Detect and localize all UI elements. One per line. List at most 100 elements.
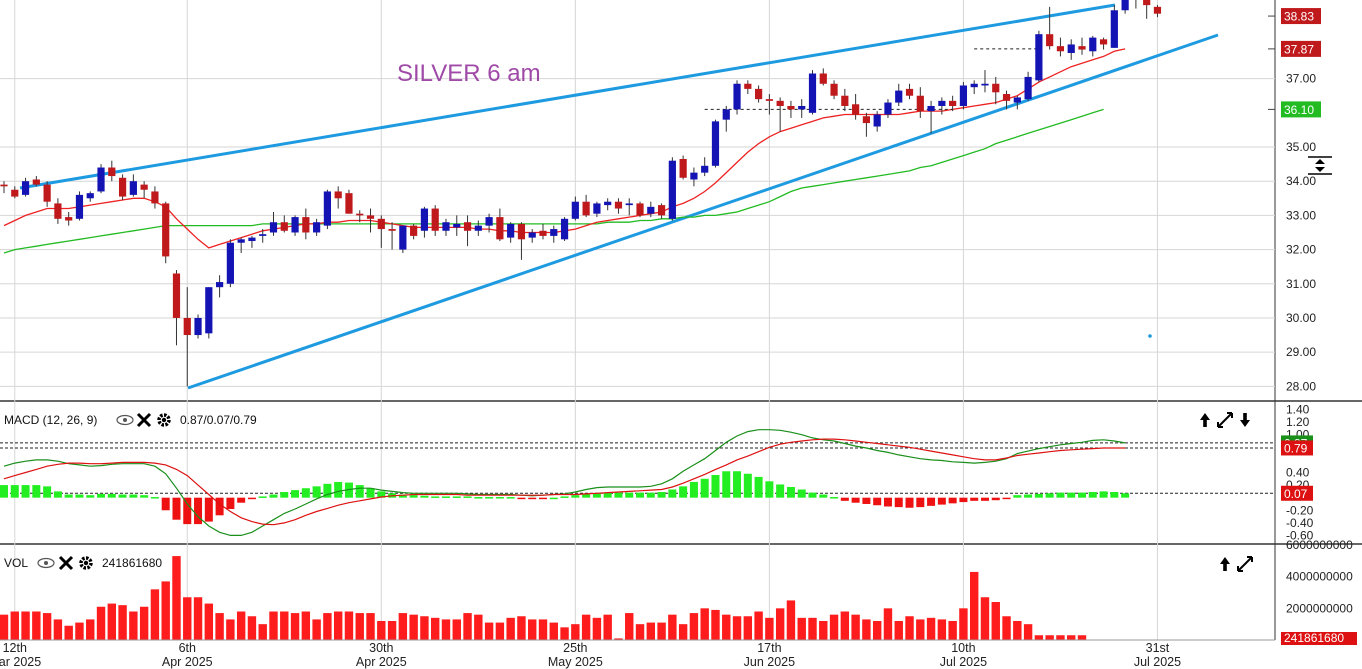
eye-icon[interactable]	[116, 414, 134, 426]
macd-histogram-bar	[75, 494, 84, 498]
volume-axis: 6000000000 4000000000 2000000000 241861680	[1281, 538, 1357, 645]
eye-icon[interactable]	[37, 557, 55, 569]
volume-bar	[290, 613, 300, 640]
volume-bar	[603, 614, 612, 640]
candle-up	[507, 223, 515, 238]
candle-up	[981, 83, 989, 86]
candle-up	[701, 165, 709, 173]
macd-histogram-bar	[150, 497, 159, 499]
volume-bar	[96, 606, 106, 640]
move-up-icon[interactable]	[1220, 557, 1230, 571]
gear-icon[interactable]	[79, 556, 93, 570]
expand-icon[interactable]	[1217, 412, 1233, 428]
macd-histogram-bar	[312, 486, 321, 498]
volume-bar	[21, 611, 30, 640]
time-tick-month: Mar 2025	[0, 655, 41, 669]
time-tick-day: 31st	[1146, 641, 1170, 655]
volume-badge-label: 241861680	[1284, 631, 1344, 645]
volume-bar	[183, 597, 192, 640]
macd-histogram-bar	[894, 497, 903, 508]
volume-bar	[280, 611, 289, 640]
scale-handle-icon[interactable]	[1308, 156, 1332, 175]
time-tick-day: 10th	[951, 641, 975, 655]
candle-down	[1046, 34, 1054, 47]
volume-bar	[711, 609, 720, 640]
macd-histogram-bar	[539, 497, 547, 500]
candle-up	[313, 222, 321, 233]
price-tick-label: 30.00	[1286, 311, 1316, 325]
gear-icon[interactable]	[157, 413, 171, 427]
macd-histogram-bar	[549, 497, 558, 500]
macd-histogram-bar	[452, 496, 461, 498]
move-up-icon[interactable]	[1200, 413, 1210, 427]
macd-histogram-bar	[883, 497, 892, 507]
candle-up	[550, 229, 558, 236]
macd-histogram-bar	[786, 486, 795, 498]
time-tick-day: 17th	[757, 641, 781, 655]
volume-bars	[0, 556, 1275, 641]
candle-up	[485, 217, 493, 226]
volume-bar	[484, 622, 494, 640]
macd-histogram-bar	[873, 497, 882, 506]
candle-up	[226, 242, 234, 284]
volume-readout: 241861680	[102, 556, 162, 570]
macd-header: MACD (12, 26, 9) 0.87/0.07/0.79	[4, 412, 1250, 428]
volume-bar	[754, 611, 763, 640]
candle-down	[410, 225, 418, 236]
macd-histogram-bar	[86, 495, 95, 498]
trendlines[interactable]	[19, 3, 1219, 390]
candle-down	[852, 104, 860, 115]
volume-bar	[1056, 635, 1065, 640]
volume-bar	[344, 611, 354, 640]
macd-histogram-bar	[291, 490, 300, 498]
time-tick-month: Jun 2025	[744, 655, 795, 669]
volume-bar	[517, 616, 526, 640]
volume-bar	[172, 556, 181, 640]
candle-down	[755, 88, 763, 100]
volume-bar	[431, 617, 440, 640]
volume-tick-label: 6000000000	[1286, 538, 1353, 552]
candle-down	[43, 184, 51, 202]
volume-bar	[775, 608, 785, 640]
upper-trendline[interactable]	[19, 3, 1116, 190]
volume-bar	[743, 616, 753, 640]
expand-icon[interactable]	[1237, 556, 1253, 572]
candle-up	[237, 239, 245, 243]
price-tick-label: 28.00	[1286, 379, 1316, 393]
close-icon[interactable]	[136, 412, 152, 428]
price-tick-label: 34.00	[1286, 174, 1316, 188]
candle-down	[1002, 94, 1011, 101]
macd-histogram-bar	[700, 478, 709, 498]
close-icon[interactable]	[58, 555, 74, 571]
volume-bar	[1077, 635, 1087, 640]
macd-tick-label: 0.40	[1286, 466, 1310, 480]
volume-bar	[1034, 635, 1044, 640]
candle-down	[140, 184, 148, 190]
candle-down	[108, 167, 116, 177]
candle-up	[420, 208, 429, 231]
price-tick-label: 35.00	[1286, 140, 1316, 154]
volume-bar	[0, 614, 9, 640]
volume-bar	[53, 619, 63, 640]
move-down-icon[interactable]	[1240, 413, 1250, 427]
time-tick-day: 25th	[563, 641, 587, 655]
candle-up	[97, 167, 105, 192]
macd-histogram-bar	[905, 497, 914, 508]
candle-down	[0, 184, 8, 187]
macd-badge	[1281, 485, 1313, 501]
volume-bar	[236, 611, 246, 640]
time-tick-month: Apr 2025	[356, 655, 407, 669]
candle-up	[528, 232, 536, 238]
time-tick-month: May 2025	[548, 655, 603, 669]
candle-down	[431, 208, 439, 231]
macd-histogram-bar	[517, 497, 526, 500]
macd-histogram-bar	[226, 497, 235, 510]
candle-down	[992, 83, 1000, 93]
volume-bar	[495, 622, 505, 640]
candle-up	[970, 83, 978, 88]
volume-bar	[948, 621, 957, 640]
candle-up	[647, 206, 655, 214]
macd-histogram-bar	[948, 497, 957, 504]
macd-histogram-bar	[722, 471, 731, 498]
lower-trendline[interactable]	[187, 33, 1219, 390]
